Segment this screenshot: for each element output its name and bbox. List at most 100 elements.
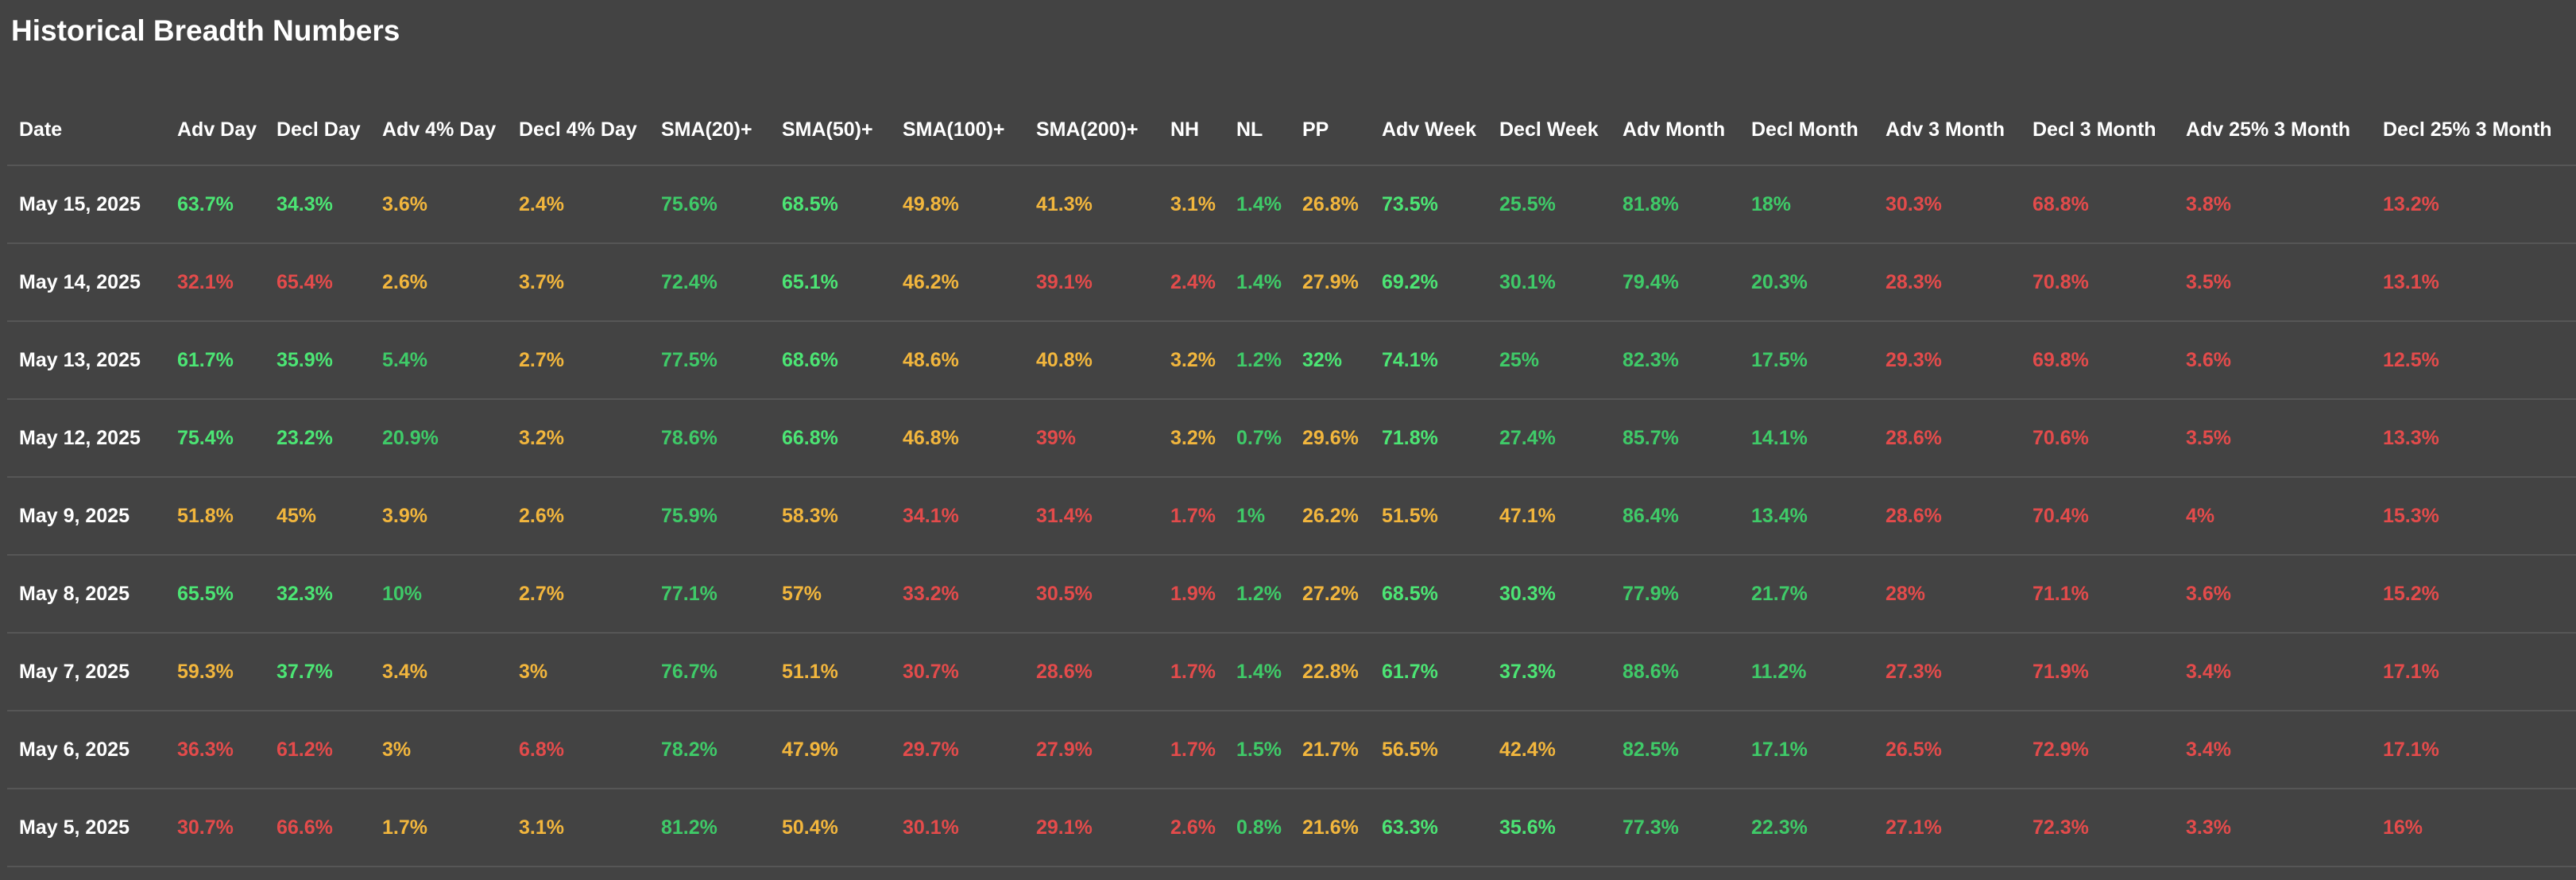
column-header-nl[interactable]: NL [1224,95,1290,166]
date-cell: May 14, 2025 [7,243,165,322]
column-header-adv-month[interactable]: Adv Month [1611,95,1739,166]
value-cell: 81.2% [649,789,770,867]
column-header-sma-100[interactable]: SMA(100)+ [891,95,1024,166]
value-cell: 78.6% [649,399,770,478]
value-cell: 39% [1024,399,1158,478]
value-cell: 71.9% [2021,633,2174,711]
value-cell: 12.5% [2371,321,2576,400]
column-header-decl-month[interactable]: Decl Month [1739,95,1874,166]
date-cell: May 5, 2025 [7,789,165,867]
value-cell: 16% [2371,789,2576,867]
value-cell: 30.5% [1024,555,1158,634]
value-cell: 30.1% [891,789,1024,867]
value-cell: 51.1% [770,633,891,711]
value-cell: 17.1% [2371,711,2576,789]
value-cell: 2.4% [507,165,649,244]
value-cell: 36.3% [165,711,265,789]
table-row: May 5, 2025 30.7% 66.6% 1.7% 3.1% 81.2% 50.4% 3… [7,789,2576,867]
column-header-nh[interactable]: NH [1158,95,1224,166]
value-cell: 3.9% [370,477,507,556]
value-cell: 26.5% [1874,711,2021,789]
column-header-sma-200[interactable]: SMA(200)+ [1024,95,1158,166]
value-cell: 30.7% [891,633,1024,711]
value-cell: 29.3% [1874,321,2021,400]
value-cell: 29.7% [891,711,1024,789]
value-cell: 27.9% [1290,243,1370,322]
value-cell: 50.4% [770,789,891,867]
page-title: Historical Breadth Numbers [11,14,400,47]
value-cell: 29.1% [1024,789,1158,867]
value-cell: 35.6% [1487,789,1611,867]
table-header-row: Date Adv Day Decl Day Adv 4% Day Decl 4% Day… [7,95,2576,166]
value-cell: 3.4% [2174,711,2371,789]
column-header-decl-day[interactable]: Decl Day [265,95,370,166]
value-cell: 3.1% [1158,165,1224,244]
value-cell: 15.2% [2371,555,2576,634]
value-cell: 3.3% [2174,789,2371,867]
column-header-pp[interactable]: PP [1290,95,1370,166]
value-cell: 82.3% [1611,321,1739,400]
table-row: May 15, 2025 63.7% 34.3% 3.6% 2.4% 75.6% 68.5%… [7,165,2576,244]
value-cell: 46.8% [891,399,1024,478]
value-cell: 0.7% [1224,399,1290,478]
value-cell: 30.7% [165,789,265,867]
value-cell: 61.2% [265,711,370,789]
value-cell: 20.3% [1739,243,1874,322]
value-cell: 3.4% [370,633,507,711]
date-cell: May 6, 2025 [7,711,165,789]
column-header-decl-3-month[interactable]: Decl 3 Month [2021,95,2174,166]
value-cell: 61.7% [1370,633,1487,711]
value-cell: 3.2% [1158,321,1224,400]
column-header-adv-day[interactable]: Adv Day [165,95,265,166]
column-header-adv-3-month[interactable]: Adv 3 Month [1874,95,2021,166]
value-cell: 17.1% [2371,633,2576,711]
value-cell: 3.6% [2174,321,2371,400]
value-cell: 3.5% [2174,243,2371,322]
column-header-adv-25-3-month[interactable]: Adv 25% 3 Month [2174,95,2371,166]
value-cell: 45% [265,477,370,556]
value-cell: 32.1% [165,243,265,322]
value-cell: 2.4% [1158,243,1224,322]
value-cell: 42.4% [1487,711,1611,789]
value-cell: 22.3% [1739,789,1874,867]
value-cell: 71.8% [1370,399,1487,478]
value-cell: 34.1% [891,477,1024,556]
value-cell: 3.1% [507,789,649,867]
value-cell: 37.3% [1487,633,1611,711]
column-header-adv-week[interactable]: Adv Week [1370,95,1487,166]
column-header-adv-4-day[interactable]: Adv 4% Day [370,95,507,166]
value-cell: 86.4% [1611,477,1739,556]
value-cell: 70.8% [2021,243,2174,322]
value-cell: 41.3% [1024,165,1158,244]
value-cell: 47.1% [1487,477,1611,556]
value-cell: 26.8% [1290,165,1370,244]
column-header-decl-week[interactable]: Decl Week [1487,95,1611,166]
value-cell: 35.9% [265,321,370,400]
value-cell: 37.7% [265,633,370,711]
value-cell: 31.4% [1024,477,1158,556]
table-row: May 13, 2025 61.7% 35.9% 5.4% 2.7% 77.5% 68.6%… [7,321,2576,400]
value-cell: 58.3% [770,477,891,556]
date-cell: May 15, 2025 [7,165,165,244]
column-header-decl-4-day[interactable]: Decl 4% Day [507,95,649,166]
value-cell: 69.2% [1370,243,1487,322]
column-header-sma-20[interactable]: SMA(20)+ [649,95,770,166]
value-cell: 79.4% [1611,243,1739,322]
value-cell: 57% [770,555,891,634]
value-cell: 27.1% [1874,789,2021,867]
value-cell: 15.3% [2371,477,2576,556]
value-cell: 1.4% [1224,165,1290,244]
column-header-date[interactable]: Date [7,95,165,166]
value-cell: 48.6% [891,321,1024,400]
column-header-sma-50[interactable]: SMA(50)+ [770,95,891,166]
value-cell: 29.6% [1290,399,1370,478]
column-header-decl-25-3-month[interactable]: Decl 25% 3 Month [2371,95,2576,166]
date-cell: May 9, 2025 [7,477,165,556]
value-cell: 2.6% [370,243,507,322]
value-cell: 30.3% [1487,555,1611,634]
value-cell: 77.9% [1611,555,1739,634]
value-cell: 77.3% [1611,789,1739,867]
date-cell: May 13, 2025 [7,321,165,400]
value-cell: 70.6% [2021,399,2174,478]
value-cell: 71.1% [2021,555,2174,634]
